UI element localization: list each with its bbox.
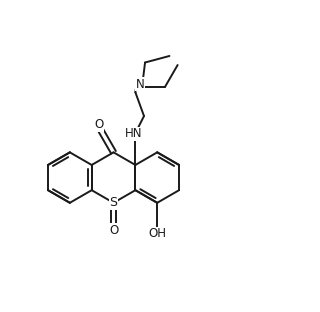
- Text: N: N: [136, 78, 145, 91]
- Text: O: O: [95, 118, 104, 131]
- Text: OH: OH: [148, 227, 166, 241]
- Text: S: S: [109, 196, 117, 209]
- Text: HN: HN: [125, 127, 142, 140]
- Text: O: O: [109, 224, 118, 237]
